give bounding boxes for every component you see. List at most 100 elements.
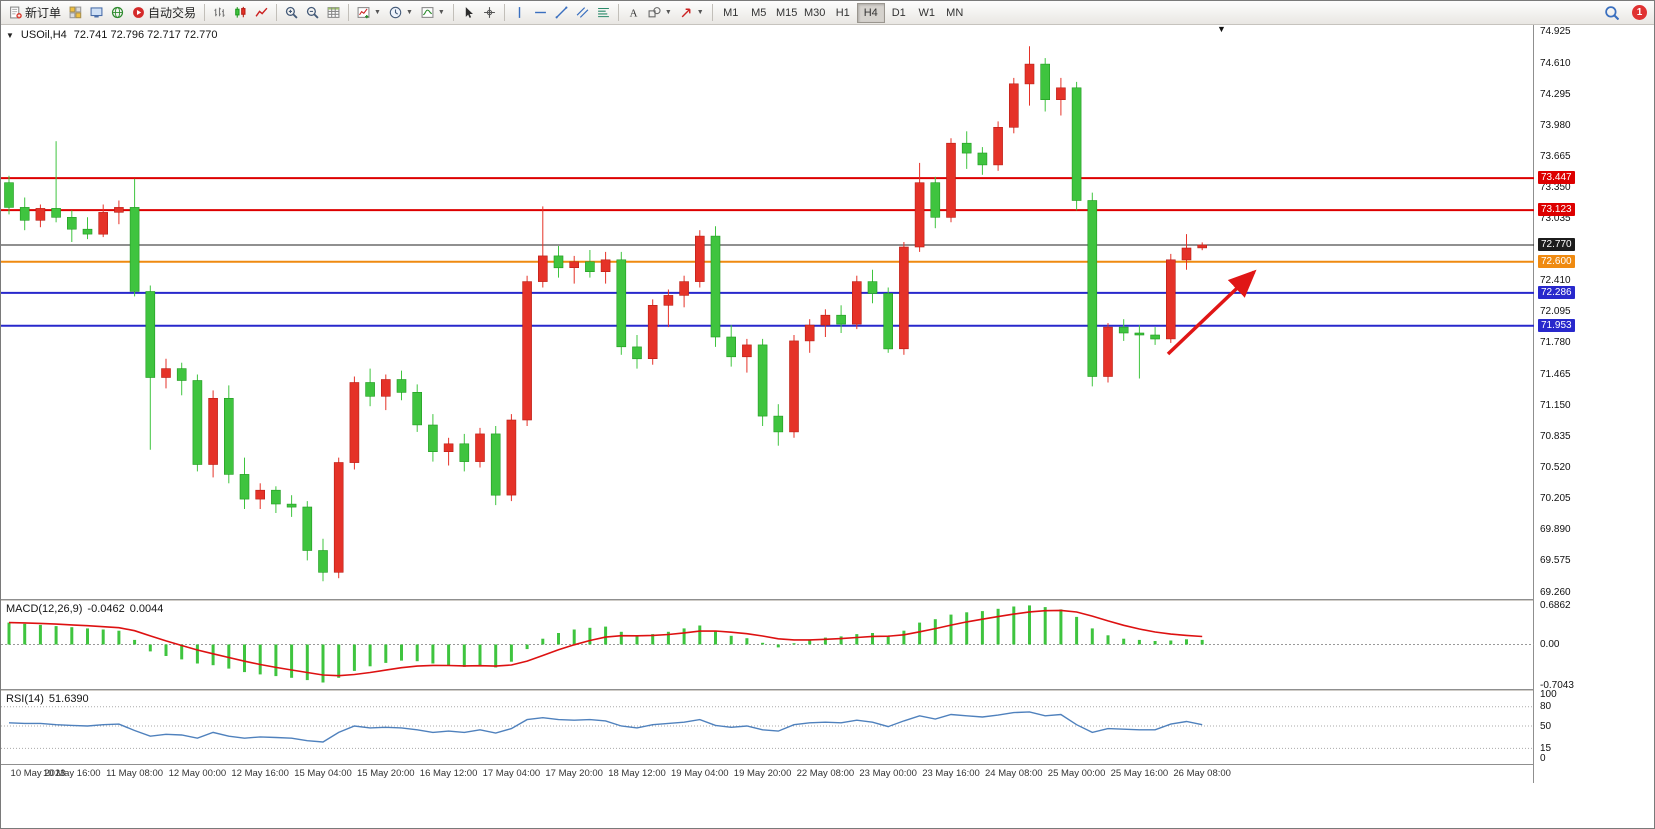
- market-watch-button[interactable]: [86, 3, 107, 22]
- search-icon: [1605, 6, 1619, 20]
- level-price-badge: 72.286: [1538, 285, 1575, 299]
- pane-separator[interactable]: [1, 689, 1533, 691]
- level-price-badge: 72.600: [1538, 254, 1575, 268]
- time-axis-label: 22 May 08:00: [796, 768, 855, 779]
- price-chart-canvas[interactable]: [1, 25, 1534, 599]
- tile-grid-button[interactable]: [323, 3, 344, 22]
- bar-chart-button[interactable]: [209, 3, 230, 22]
- zoom-out-button[interactable]: [302, 3, 323, 22]
- auto-trading-button[interactable]: 自动交易: [128, 1, 200, 24]
- time-axis-label: 16 May 12:00: [419, 768, 478, 779]
- time-axis[interactable]: 10 May 2023 10 May 16:00 11 May 08:00 12 Ma…: [1, 764, 1533, 781]
- fibo-icon: [597, 7, 609, 18]
- price-scale[interactable]: 74.925 74.610 74.295 73.980 73.665 73.350 73.0…: [1535, 25, 1654, 783]
- zoomout-icon: [306, 6, 319, 19]
- time-axis-label: 11 May 08:00: [106, 768, 164, 779]
- rsi-pane[interactable]: RSI(14) 51.6390: [1, 691, 1534, 764]
- timeframe-mn-button[interactable]: MN: [946, 6, 964, 19]
- symbol-dropdown-icon[interactable]: ▼: [6, 30, 14, 40]
- time-axis-label: 25 May 16:00: [1110, 768, 1169, 779]
- zoomin-icon: [285, 6, 298, 19]
- web-terminal-button[interactable]: [107, 3, 128, 22]
- rsi-scale-label: 15: [1540, 742, 1552, 754]
- arrows-button[interactable]: ▼: [676, 3, 708, 22]
- clock-icon: [389, 6, 402, 19]
- candlestick-chart-button[interactable]: [230, 3, 251, 22]
- rsi-scale-label: 50: [1540, 720, 1552, 732]
- price-scale-label: 73.350: [1540, 182, 1571, 194]
- linechart-icon: [255, 7, 268, 17]
- dropdown-caret-icon: ▼: [374, 9, 381, 16]
- time-axis-label: 17 May 20:00: [545, 768, 603, 779]
- macd-scale-label: 0.6862: [1540, 599, 1571, 611]
- equidistant-channel-button[interactable]: [572, 3, 593, 22]
- timeframe-w1-button[interactable]: W1: [918, 6, 935, 19]
- level-price-badge: 71.953: [1538, 318, 1575, 332]
- newchart-icon: [357, 7, 370, 19]
- rsi-scale-label: 0: [1540, 752, 1546, 764]
- cursor-button[interactable]: [458, 3, 479, 22]
- indicator-icon: [421, 7, 434, 18]
- text-icon: A: [629, 7, 637, 19]
- line-chart-button[interactable]: [251, 3, 272, 22]
- timeframe-m5-button[interactable]: M5: [751, 6, 767, 19]
- trend-arrow[interactable]: [1166, 269, 1257, 356]
- dropdown-caret-icon: ▼: [696, 9, 704, 16]
- price-scale-label: 74.295: [1540, 88, 1571, 100]
- shapes-icon: [648, 7, 661, 18]
- new-chart-button[interactable]: ▼: [353, 3, 385, 22]
- tline-icon: [555, 6, 568, 19]
- price-scale-label: 69.260: [1540, 586, 1571, 598]
- profiles-button[interactable]: ▼: [385, 3, 417, 22]
- globe-icon: [111, 6, 124, 19]
- rsi-canvas[interactable]: [1, 691, 1534, 764]
- trendline-button[interactable]: [551, 3, 572, 22]
- dropdown-caret-icon: ▼: [664, 9, 672, 16]
- horizontal-line-button[interactable]: [530, 3, 551, 22]
- zoom-in-button[interactable]: [281, 3, 302, 22]
- text-label-button[interactable]: A: [623, 3, 644, 22]
- new-order-icon: [10, 6, 22, 19]
- cursor-icon: [465, 7, 473, 18]
- timeframe-m30-button[interactable]: M30: [804, 6, 826, 19]
- time-axis-label: 23 May 00:00: [859, 768, 917, 779]
- price-scale-label: 71.780: [1540, 337, 1571, 349]
- timeframe-m15-button[interactable]: M15: [776, 6, 798, 19]
- macd-main-value: -0.0462: [87, 603, 125, 615]
- pane-separator[interactable]: [1, 599, 1533, 601]
- search-button[interactable]: [1600, 2, 1623, 23]
- timeframe-h4-button[interactable]: H4: [856, 2, 885, 23]
- timeframe-h1-button[interactable]: H1: [835, 6, 850, 19]
- toolbar-separator: [276, 4, 278, 21]
- price-scale-label: 69.890: [1540, 524, 1571, 536]
- indicators-button[interactable]: ▼: [417, 3, 449, 22]
- rsi-scale-label: 100: [1540, 688, 1557, 700]
- timeframe-m1-button[interactable]: M1: [723, 6, 739, 19]
- crosshair-button[interactable]: [479, 3, 500, 22]
- vertical-line-button[interactable]: [509, 3, 530, 22]
- time-axis-label: 23 May 16:00: [922, 768, 980, 779]
- toolbar-separator: [617, 4, 619, 21]
- fibonacci-button[interactable]: [593, 3, 614, 22]
- price-chart-pane[interactable]: ▼ USOil,H4 72.741 72.796 72.717 72.770 ▼: [1, 24, 1534, 599]
- toolbar-buttons: 新订单 自动交易 ▼ ▼ ▼ A ▼ ▼: [5, 1, 717, 24]
- macd-pane[interactable]: MACD(12,26,9) -0.0462 0.0044: [1, 601, 1534, 689]
- crosshair-icon: [483, 7, 495, 18]
- chart-window: ▼ USOil,H4 72.741 72.796 72.717 72.770 ▼…: [1, 24, 1654, 783]
- shapes-button[interactable]: ▼: [644, 3, 676, 22]
- new-order-button[interactable]: 新订单: [5, 1, 65, 24]
- time-axis-label: 15 May 04:00: [294, 768, 352, 779]
- toolbar-separator: [711, 4, 713, 21]
- toolbar-separator: [348, 4, 350, 21]
- dropdown-caret-icon: ▼: [405, 9, 413, 16]
- chart-panes: ▼ USOil,H4 72.741 72.796 72.717 72.770 ▼…: [1, 24, 1534, 783]
- chart-shift-marker-icon[interactable]: ▼: [1217, 24, 1226, 34]
- new-order-button-label: 新订单: [25, 6, 62, 20]
- tile-windows-button[interactable]: [65, 3, 86, 22]
- time-axis-label: 18 May 12:00: [608, 768, 666, 779]
- notification-badge[interactable]: 1: [1632, 5, 1647, 20]
- timeframe-d1-button[interactable]: D1: [891, 6, 906, 19]
- macd-canvas[interactable]: [1, 601, 1534, 689]
- hline-icon: [534, 11, 546, 14]
- macd-scale-label: -0.7043: [1540, 679, 1574, 691]
